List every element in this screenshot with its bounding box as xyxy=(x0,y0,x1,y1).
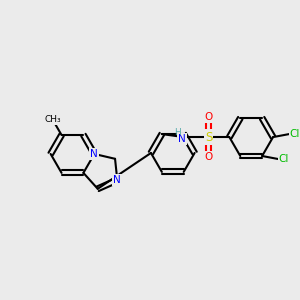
Text: O: O xyxy=(204,112,213,122)
Text: N: N xyxy=(91,149,98,159)
Text: N: N xyxy=(113,175,121,185)
Text: Cl: Cl xyxy=(279,154,289,164)
Text: Cl: Cl xyxy=(290,129,300,139)
Text: H: H xyxy=(174,128,181,136)
Text: CH₃: CH₃ xyxy=(44,115,61,124)
Text: S: S xyxy=(205,130,212,144)
Text: O: O xyxy=(204,152,213,162)
Text: N: N xyxy=(178,134,186,144)
